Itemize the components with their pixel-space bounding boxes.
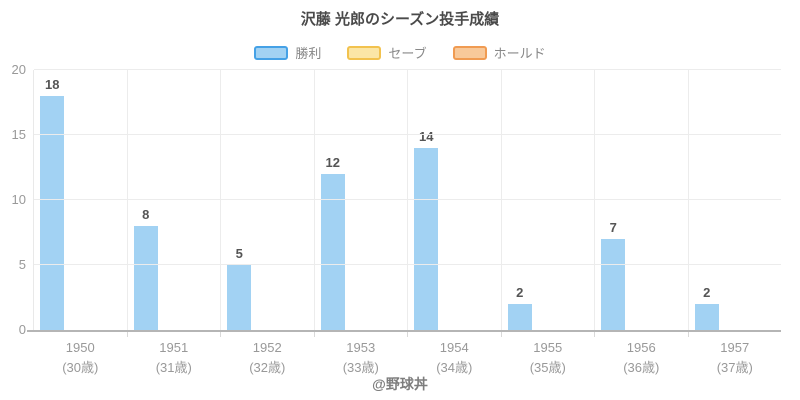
y-axis-tick-label: 15 bbox=[11, 127, 26, 142]
x-axis-label: 1953 (33歳) bbox=[342, 340, 379, 375]
bar-wins-1952[interactable] bbox=[227, 265, 252, 330]
x-axis-label: 1950 (30歳) bbox=[62, 340, 99, 375]
bar-wins-1957[interactable] bbox=[694, 304, 719, 330]
legend-item-saves[interactable]: セーブ bbox=[347, 43, 427, 62]
x-axis-label: 1957 (37歳) bbox=[716, 340, 753, 375]
y-axis-tick-label: 0 bbox=[18, 322, 26, 337]
x-axis-label: 1954 (34歳) bbox=[436, 340, 473, 375]
bar-wins-1951[interactable] bbox=[133, 226, 158, 330]
category-column: 18 1950 (30歳) bbox=[34, 70, 128, 375]
bar-wins-1955[interactable] bbox=[507, 304, 532, 330]
category-column: 14 1954 (34歳) bbox=[408, 70, 502, 375]
columns: 18 1950 (30歳) 8 1951 (31歳) 5 1952 (32歳) 12 1953 (33… bbox=[34, 70, 782, 375]
bar-value-label: 8 bbox=[142, 207, 150, 222]
y-axis-tick-label: 5 bbox=[18, 257, 26, 272]
bar-value-label: 14 bbox=[419, 129, 434, 144]
category-column: 2 1955 (35歳) bbox=[502, 70, 595, 375]
y-axis-tick-label: 20 bbox=[11, 62, 26, 77]
bar-value-label: 12 bbox=[325, 155, 340, 170]
bar-value-label: 7 bbox=[609, 220, 617, 235]
legend-item-holds[interactable]: ホールド bbox=[452, 43, 546, 62]
category-column: 7 1956 (36歳) bbox=[595, 70, 689, 375]
category-column: 8 1951 (31歳) bbox=[128, 70, 221, 375]
x-axis-label: 1955 (35歳) bbox=[529, 340, 566, 375]
gridline bbox=[34, 264, 781, 265]
bar-value-label: 2 bbox=[516, 285, 524, 300]
bar-wins-1954[interactable] bbox=[414, 148, 439, 330]
legend-label-saves: セーブ bbox=[388, 46, 427, 61]
watermark: @野球丼 bbox=[372, 376, 428, 392]
gridline bbox=[34, 199, 781, 200]
bar-value-label: 2 bbox=[703, 285, 711, 300]
bar-value-label: 18 bbox=[45, 77, 60, 92]
legend: 勝利 セーブ ホールド bbox=[0, 43, 800, 62]
category-column: 2 1957 (37歳) bbox=[689, 70, 782, 375]
x-axis-label: 1951 (31歳) bbox=[155, 340, 192, 375]
legend-label-wins: 勝利 bbox=[295, 46, 322, 61]
legend-label-holds: ホールド bbox=[493, 46, 546, 61]
saves-swatch-icon bbox=[347, 45, 382, 60]
bar-wins-1950[interactable] bbox=[40, 96, 65, 330]
plot-area: 18 1950 (30歳) 8 1951 (31歳) 5 1952 (32歳) 12 1953 (33… bbox=[12, 62, 782, 375]
gridline bbox=[34, 69, 781, 70]
bar-value-label: 5 bbox=[235, 246, 243, 261]
y-axis-tick-label: 10 bbox=[11, 192, 26, 207]
bar-wins-1953[interactable] bbox=[320, 174, 345, 330]
x-axis-label: 1956 (36歳) bbox=[623, 340, 660, 375]
axis-tick bbox=[27, 330, 34, 332]
bar-wins-1956[interactable] bbox=[601, 239, 626, 330]
gridline bbox=[34, 134, 781, 135]
category-column: 5 1952 (32歳) bbox=[221, 70, 315, 375]
x-axis-label: 1952 (32歳) bbox=[249, 340, 286, 375]
chart-title: 沢藤 光郎のシーズン投手成績 bbox=[300, 11, 500, 28]
legend-item-wins[interactable]: 勝利 bbox=[254, 43, 321, 62]
holds-swatch-icon bbox=[452, 45, 487, 60]
wins-swatch-icon bbox=[254, 45, 289, 60]
category-column: 12 1953 (33歳) bbox=[315, 70, 408, 375]
